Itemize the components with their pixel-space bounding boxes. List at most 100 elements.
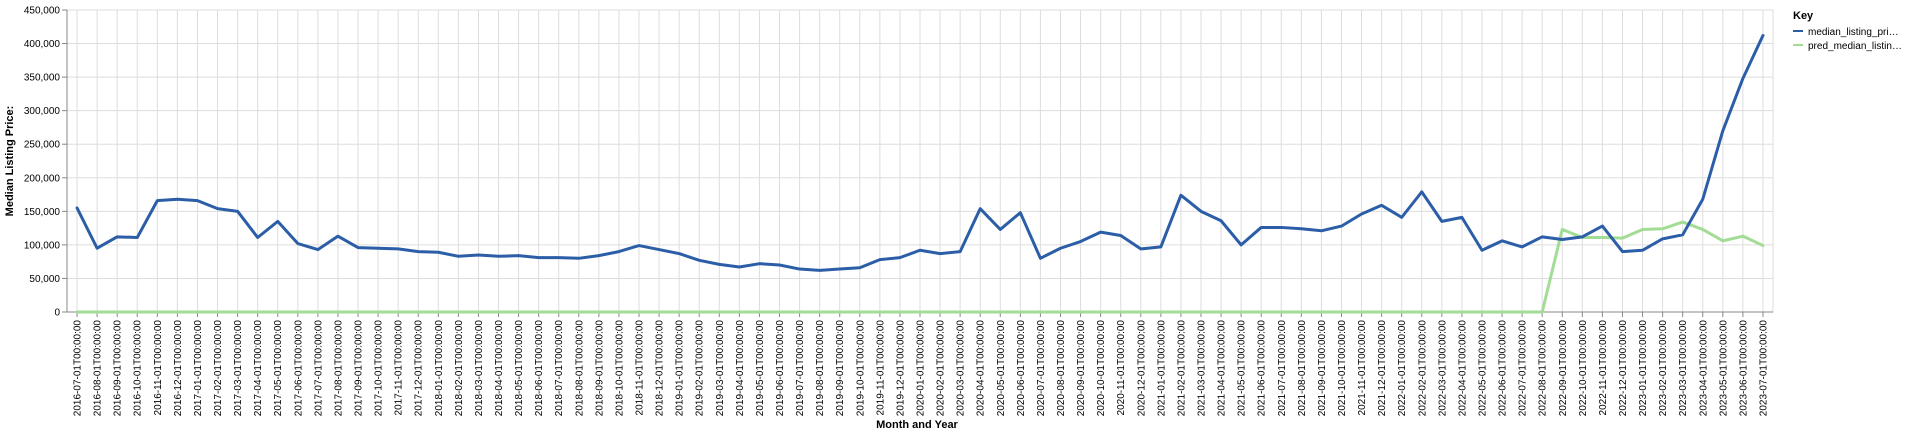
- x-tick-label: 2019-03-01T00:00:00: [715, 320, 726, 417]
- x-tick-label: 2019-12-01T00:00:00: [895, 320, 906, 417]
- x-tick-label: 2017-11-01T00:00:00: [394, 320, 405, 416]
- x-tick-label: 2019-01-01T00:00:00: [675, 320, 686, 417]
- y-tick-label: 400,000: [24, 39, 61, 50]
- series-lines: [75, 34, 1765, 314]
- x-tick-label: 2020-02-01T00:00:00: [936, 320, 947, 417]
- x-tick-label: 2016-08-01T00:00:00: [93, 320, 104, 417]
- x-tick-label: 2019-05-01T00:00:00: [755, 320, 766, 417]
- legend: Key median_listing_pri… pred_median_list…: [1793, 10, 1902, 52]
- x-tick-label: 2022-09-01T00:00:00: [1558, 320, 1569, 417]
- x-tick-label: 2018-01-01T00:00:00: [434, 320, 445, 417]
- x-tick-label: 2017-09-01T00:00:00: [354, 320, 365, 417]
- legend-label-pred-median-listing-price: pred_median_listin…: [1808, 41, 1902, 52]
- x-tick-label: 2017-08-01T00:00:00: [333, 320, 344, 417]
- x-tick-label: 2017-04-01T00:00:00: [253, 320, 264, 417]
- x-tick-label: 2023-06-01T00:00:00: [1738, 320, 1749, 417]
- x-tick-label: 2017-10-01T00:00:00: [374, 320, 385, 417]
- x-tick-label: 2023-02-01T00:00:00: [1658, 320, 1669, 417]
- x-tick-label: 2022-06-01T00:00:00: [1498, 320, 1509, 417]
- x-tick-label: 2022-01-01T00:00:00: [1397, 320, 1408, 417]
- x-tick-label: 2022-11-01T00:00:00: [1598, 320, 1609, 416]
- x-tick-label: 2016-07-01T00:00:00: [73, 320, 84, 417]
- x-tick-label: 2018-11-01T00:00:00: [635, 320, 646, 416]
- x-tick-label: 2019-09-01T00:00:00: [835, 320, 846, 417]
- y-tick-label: 0: [54, 308, 60, 319]
- x-tick-label: 2018-04-01T00:00:00: [494, 320, 505, 417]
- x-tick-label: 2023-03-01T00:00:00: [1678, 320, 1689, 417]
- x-tick-label: 2022-05-01T00:00:00: [1477, 320, 1488, 417]
- legend-title: Key: [1793, 10, 1814, 22]
- y-tick-label: 100,000: [24, 240, 61, 251]
- x-tick-label: 2020-11-01T00:00:00: [1116, 320, 1127, 416]
- y-tick-label: 150,000: [24, 207, 61, 218]
- x-tick-label: 2022-08-01T00:00:00: [1538, 320, 1549, 417]
- x-tick-label: 2023-07-01T00:00:00: [1758, 320, 1769, 417]
- x-tick-label: 2021-06-01T00:00:00: [1257, 320, 1268, 417]
- x-tick-label: 2017-06-01T00:00:00: [293, 320, 304, 417]
- x-tick-label: 2022-04-01T00:00:00: [1457, 320, 1468, 417]
- x-tick-label: 2021-01-01T00:00:00: [1156, 320, 1167, 417]
- x-tick-label: 2022-12-01T00:00:00: [1618, 320, 1629, 417]
- series-line-median-listing-price: [75, 34, 1765, 272]
- x-tick-label: 2017-01-01T00:00:00: [193, 320, 204, 417]
- series-line-pred-median-listing-price: [75, 220, 1765, 314]
- x-tick-label: 2019-11-01T00:00:00: [875, 320, 886, 416]
- x-tick-label: 2018-06-01T00:00:00: [534, 320, 545, 417]
- x-tick-label: 2021-12-01T00:00:00: [1377, 320, 1388, 417]
- x-tick-label: 2021-11-01T00:00:00: [1357, 320, 1368, 416]
- x-tick-label: 2016-12-01T00:00:00: [173, 320, 184, 417]
- x-tick-label: 2018-09-01T00:00:00: [594, 320, 605, 417]
- x-tick-label: 2016-09-01T00:00:00: [113, 320, 124, 417]
- x-tick-label: 2019-06-01T00:00:00: [775, 320, 786, 417]
- y-tick-label: 50,000: [29, 274, 60, 285]
- x-tick-label: 2021-08-01T00:00:00: [1297, 320, 1308, 417]
- x-tick-label: 2021-03-01T00:00:00: [1196, 320, 1207, 417]
- x-axis: 2016-07-01T00:00:00 2016-08-01T00:00:00 20…: [67, 311, 1773, 417]
- x-tick-label: 2019-10-01T00:00:00: [855, 320, 866, 417]
- x-axis-title: Month and Year: [876, 419, 958, 431]
- x-tick-label: 2020-06-01T00:00:00: [1016, 320, 1027, 417]
- x-tick-label: 2016-10-01T00:00:00: [133, 320, 144, 417]
- x-tick-label: 2018-02-01T00:00:00: [454, 320, 465, 417]
- x-tick-label: 2019-04-01T00:00:00: [735, 320, 746, 417]
- x-tick-label: 2022-03-01T00:00:00: [1437, 320, 1448, 417]
- x-tick-label: 2018-08-01T00:00:00: [574, 320, 585, 417]
- x-tick-label: 2021-04-01T00:00:00: [1217, 320, 1228, 417]
- y-tick-label: 350,000: [24, 73, 61, 84]
- y-tick-label: 300,000: [24, 106, 61, 117]
- x-tick-label: 2022-07-01T00:00:00: [1518, 320, 1529, 417]
- x-tick-label: 2019-02-01T00:00:00: [695, 320, 706, 417]
- x-tick-label: 2021-10-01T00:00:00: [1337, 320, 1348, 417]
- x-tick-label: 2022-10-01T00:00:00: [1578, 320, 1589, 417]
- x-tick-label: 2017-07-01T00:00:00: [313, 320, 324, 417]
- legend-label-median-listing-price: median_listing_pri…: [1808, 27, 1899, 38]
- x-tick-label: 2021-02-01T00:00:00: [1176, 320, 1187, 417]
- y-axis-title: Median Listing Price:: [4, 106, 16, 217]
- x-tick-label: 2020-07-01T00:00:00: [1036, 320, 1047, 417]
- x-tick-label: 2022-02-01T00:00:00: [1417, 320, 1428, 417]
- x-tick-label: 2020-04-01T00:00:00: [976, 320, 987, 417]
- x-tick-label: 2018-07-01T00:00:00: [554, 320, 565, 417]
- x-tick-label: 2019-07-01T00:00:00: [795, 320, 806, 417]
- x-tick-label: 2021-07-01T00:00:00: [1277, 320, 1288, 417]
- x-tick-label: 2017-03-01T00:00:00: [233, 320, 244, 417]
- x-tick-label: 2020-05-01T00:00:00: [996, 320, 1007, 417]
- x-tick-label: 2021-05-01T00:00:00: [1237, 320, 1248, 417]
- x-tick-label: 2023-05-01T00:00:00: [1718, 320, 1729, 417]
- x-tick-label: 2018-10-01T00:00:00: [614, 320, 625, 417]
- x-tick-label: 2020-12-01T00:00:00: [1136, 320, 1147, 417]
- x-tick-label: 2017-12-01T00:00:00: [414, 320, 425, 417]
- x-tick-label: 2017-05-01T00:00:00: [273, 320, 284, 417]
- y-tick-label: 250,000: [24, 140, 61, 151]
- x-tick-label: 2021-09-01T00:00:00: [1317, 320, 1328, 417]
- grid-lines: [66, 9, 1774, 313]
- x-tick-label: 2020-09-01T00:00:00: [1076, 320, 1087, 417]
- x-tick-label: 2018-03-01T00:00:00: [474, 320, 485, 417]
- x-tick-label: 2018-05-01T00:00:00: [514, 320, 525, 417]
- x-tick-label: 2020-08-01T00:00:00: [1056, 320, 1067, 417]
- x-tick-label: 2023-01-01T00:00:00: [1638, 320, 1649, 417]
- y-tick-label: 200,000: [24, 173, 61, 184]
- x-tick-label: 2018-12-01T00:00:00: [655, 320, 666, 417]
- x-tick-label: 2020-01-01T00:00:00: [916, 320, 927, 417]
